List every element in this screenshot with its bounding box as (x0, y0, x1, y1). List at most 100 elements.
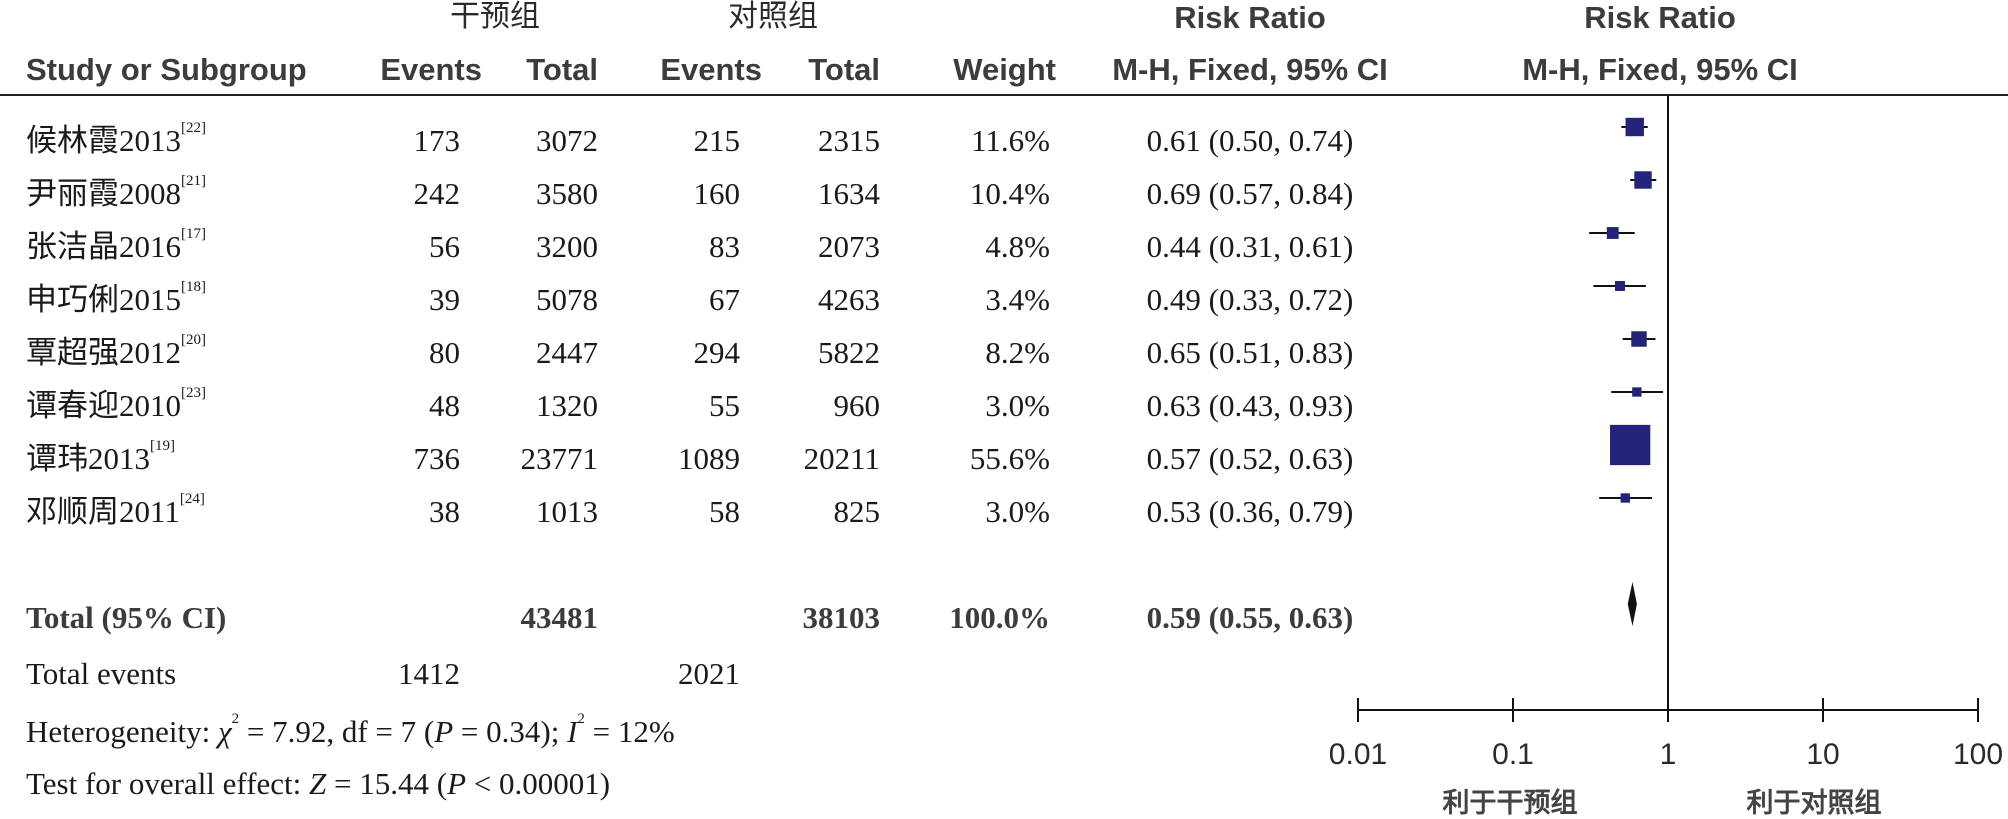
events2-header: Events (660, 52, 762, 87)
method-right-header: M-H, Fixed, 95% CI (1522, 52, 1798, 87)
study-marker (1606, 227, 1619, 239)
study-name-text: 谭玮2013 (26, 441, 150, 476)
ci-cell: 0.49 (0.33, 0.72) (1146, 282, 1354, 317)
study-name: 邓顺周2011[24] (26, 492, 205, 529)
events1-cell: 80 (429, 335, 460, 370)
method-left-header: M-H, Fixed, 95% CI (1112, 52, 1388, 87)
ci-cell: 0.63 (0.43, 0.93) (1146, 388, 1354, 423)
total1-value: 43481 (520, 600, 599, 635)
weight-cell: 11.6% (971, 123, 1050, 158)
favours-right-label: 利于对照组 (1746, 788, 1882, 819)
events1-cell: 48 (429, 388, 460, 423)
total2-cell: 1634 (818, 176, 880, 211)
study-name-text: 谭春迎2010 (26, 388, 181, 423)
study-name: 张洁晶2016[17] (26, 227, 206, 264)
total2-cell: 5822 (818, 335, 880, 370)
study-name-text: 候林霞2013 (26, 123, 181, 158)
study-name-text: 邓顺周2011 (26, 494, 180, 529)
study-marker (1631, 331, 1647, 347)
total2-cell: 2073 (818, 229, 880, 264)
study-name-text: 申巧俐2015 (26, 282, 181, 317)
study-name-text: 覃超强2012 (26, 335, 181, 370)
x-tick-label: 1 (1659, 738, 1677, 771)
weight-cell: 8.2% (985, 335, 1050, 370)
events1-cell: 736 (413, 441, 461, 476)
study-reference: [21] (181, 173, 206, 189)
total2-value: 38103 (802, 600, 881, 635)
weight-cell: 3.0% (985, 388, 1050, 423)
study-name: 谭春迎2010[23] (26, 386, 206, 423)
ci-cell: 0.53 (0.36, 0.79) (1146, 494, 1354, 529)
weight-cell: 3.4% (985, 282, 1050, 317)
total1-cell: 23771 (520, 441, 599, 476)
study-marker (1620, 493, 1630, 503)
study-name-text: 尹丽霞2008 (26, 176, 181, 211)
total2-cell: 4263 (818, 282, 880, 317)
events2-cell: 55 (709, 388, 740, 423)
study-marker (1632, 387, 1642, 397)
events1-cell: 56 (429, 229, 460, 264)
weight-cell: 55.6% (969, 441, 1050, 476)
total-label: Total (95% CI) (26, 600, 227, 635)
events1-cell: 39 (429, 282, 460, 317)
ci-cell: 0.69 (0.57, 0.84) (1146, 176, 1354, 211)
events1-cell: 242 (413, 176, 461, 211)
events2-cell: 215 (693, 123, 741, 158)
ci-cell: 0.44 (0.31, 0.61) (1146, 229, 1354, 264)
total-events2: 2021 (678, 656, 740, 691)
total-events1: 1412 (398, 656, 460, 691)
study-name: 候林霞2013[22] (26, 121, 206, 158)
study-name: 谭玮2013[19] (26, 439, 175, 476)
weight-cell: 4.8% (985, 229, 1050, 264)
favours-left-label: 利于干预组 (1442, 788, 1578, 819)
events2-cell: 83 (709, 229, 740, 264)
total1-cell: 1013 (536, 494, 598, 529)
study-reference: [23] (181, 385, 206, 401)
total2-cell: 20211 (803, 441, 880, 476)
x-tick-label: 0.01 (1328, 738, 1388, 771)
events1-cell: 173 (413, 123, 461, 158)
total-ci: 0.59 (0.55, 0.63) (1146, 600, 1354, 635)
weight-header: Weight (953, 52, 1056, 87)
total2-cell: 2315 (818, 123, 880, 158)
pooled-diamond (1627, 582, 1637, 626)
events1-header: Events (380, 52, 482, 87)
overall-effect-text: Test for overall effect: Z = 15.44 (P < … (26, 766, 611, 801)
total1-cell: 3580 (536, 176, 598, 211)
ci-cell: 0.65 (0.51, 0.83) (1146, 335, 1354, 370)
study-marker (1610, 424, 1651, 466)
study-name: 覃超强2012[20] (26, 333, 206, 370)
events1-cell: 38 (429, 494, 460, 529)
events2-cell: 160 (693, 176, 741, 211)
weight-cell: 3.0% (985, 494, 1050, 529)
ci-cell: 0.57 (0.52, 0.63) (1146, 441, 1354, 476)
weight-cell: 10.4% (969, 176, 1050, 211)
total1-cell: 3200 (536, 229, 598, 264)
study-reference: [17] (181, 226, 206, 242)
group2-header: 对照组 (728, 0, 818, 34)
study-column-header: Study or Subgroup (26, 52, 307, 87)
total1-cell: 5078 (536, 282, 598, 317)
total1-cell: 1320 (536, 388, 598, 423)
study-name: 申巧俐2015[18] (26, 280, 206, 317)
group1-header: 干预组 (450, 0, 540, 34)
study-marker (1634, 171, 1652, 189)
total2-cell: 960 (833, 388, 881, 423)
study-marker (1615, 281, 1625, 291)
rr-title-left: Risk Ratio (1174, 0, 1326, 35)
total-weight: 100.0% (949, 600, 1050, 635)
study-marker (1625, 117, 1644, 137)
events2-cell: 58 (709, 494, 740, 529)
events2-cell: 67 (709, 282, 740, 317)
study-name-text: 张洁晶2016 (26, 229, 181, 264)
header-rule (0, 94, 2008, 96)
study-reference: [22] (181, 120, 206, 136)
events2-cell: 1089 (678, 441, 740, 476)
x-tick-label: 100 (1952, 738, 2004, 771)
x-tick-label: 10 (1806, 738, 1840, 771)
study-reference: [20] (181, 332, 206, 348)
study-reference: [24] (179, 491, 205, 507)
total1-cell: 2447 (536, 335, 598, 370)
total1-header: Total (526, 52, 598, 87)
